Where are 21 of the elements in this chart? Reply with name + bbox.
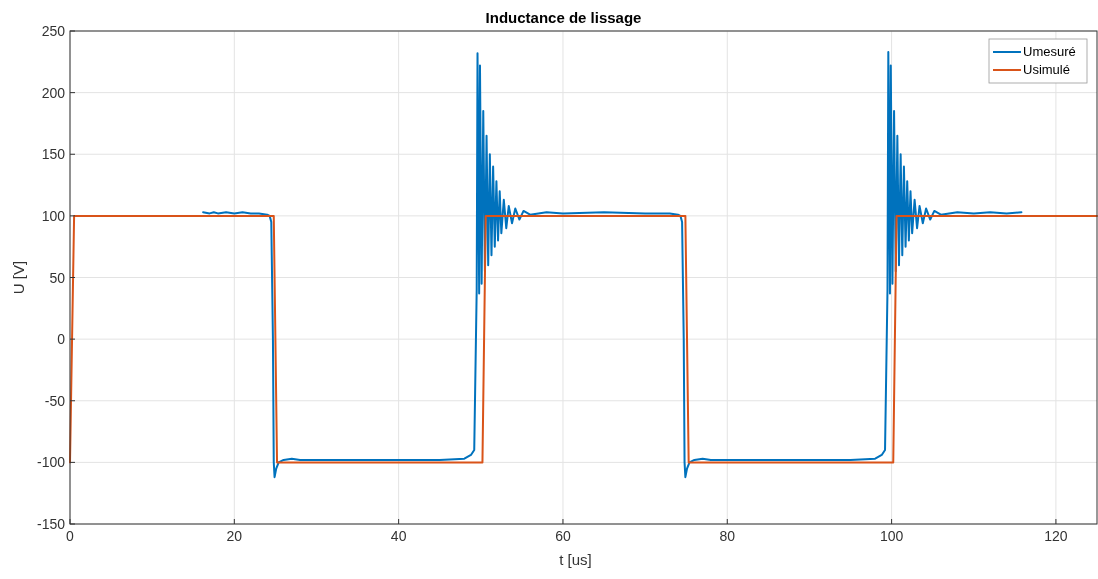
legend-label: Usimulé: [1023, 62, 1070, 77]
y-tick-label: 0: [57, 331, 66, 348]
legend-label: Umesuré: [1023, 44, 1076, 59]
y-tick-label: 50: [49, 269, 66, 286]
chart-title: Inductance de lissage: [485, 9, 642, 26]
x-tick-label: 40: [390, 528, 407, 544]
x-tick-label: 100: [879, 528, 904, 544]
x-tick-label: 60: [555, 528, 571, 544]
y-tick-label: 100: [41, 207, 66, 224]
y-tick-label: 200: [41, 84, 66, 101]
x-tick-label: 80: [719, 528, 736, 544]
x-axis-title: t [us]: [559, 551, 592, 568]
y-tick-label: 150: [41, 146, 66, 163]
x-tick-label: 20: [226, 528, 243, 544]
y-tick-label: 250: [41, 23, 66, 39]
y-tick-label: -100: [36, 454, 66, 471]
y-tick-label: -150: [36, 516, 66, 532]
line-series: [202, 50, 1023, 479]
x-tick-label: 120: [1044, 528, 1068, 544]
y-tick-label: -50: [44, 392, 66, 409]
y-axis-title: U [V]: [10, 260, 27, 295]
